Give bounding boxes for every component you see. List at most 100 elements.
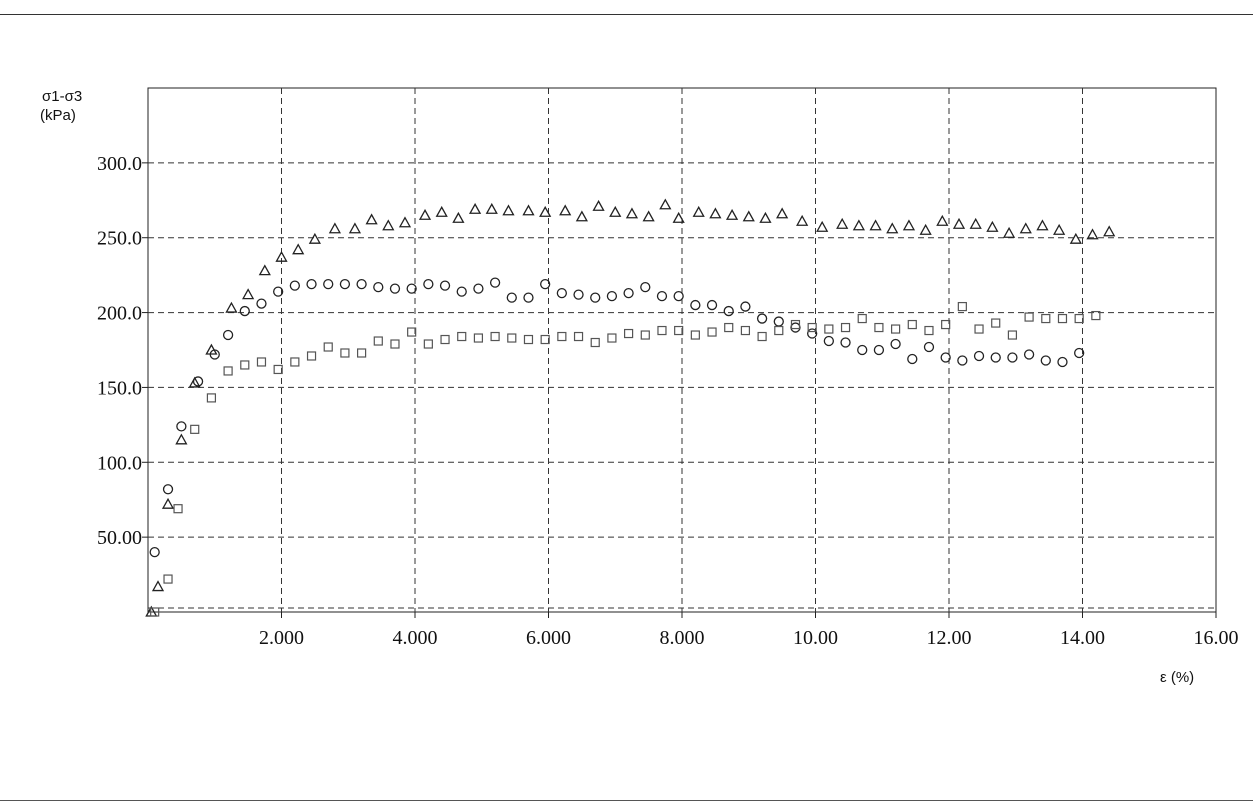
- data-point-triangle: [575, 210, 588, 222]
- data-point-square: [857, 313, 867, 324]
- data-point-square: [707, 327, 717, 337]
- data-point-triangle: [365, 213, 378, 225]
- data-point-triangle: [759, 211, 772, 223]
- data-point-circle: [339, 278, 351, 290]
- data-point-triangle: [522, 204, 535, 216]
- data-point-circle: [840, 337, 851, 348]
- data-point-square: [640, 330, 650, 340]
- data-point-triangle: [869, 219, 882, 231]
- data-point-circle: [823, 335, 834, 347]
- data-point-triangle: [642, 210, 655, 222]
- data-point-square: [173, 504, 183, 514]
- data-point-square: [540, 334, 550, 345]
- data-point-circle: [940, 352, 951, 363]
- data-point-triangle: [836, 217, 849, 229]
- x-tick-label: 6.000: [526, 627, 571, 649]
- data-point-triangle: [468, 202, 482, 214]
- data-point-square: [774, 325, 784, 336]
- data-point-triangle: [485, 202, 498, 214]
- data-point-square: [740, 325, 751, 336]
- data-point-square: [273, 364, 283, 375]
- data-point-square: [907, 319, 917, 330]
- data-point-circle: [473, 283, 484, 294]
- data-point-circle: [656, 290, 668, 302]
- x-tick-label: 16.00: [1194, 627, 1239, 649]
- data-point-triangle: [852, 219, 865, 231]
- data-point-triangle: [936, 214, 949, 226]
- data-point-triangle: [398, 216, 412, 228]
- data-point-circle: [356, 278, 367, 290]
- data-point-circle: [1007, 352, 1018, 363]
- data-point-triangle: [692, 205, 705, 217]
- data-point-circle: [423, 278, 434, 290]
- data-point-square: [340, 348, 350, 358]
- y-tick-label: 300.0: [97, 153, 142, 175]
- x-axis-label: ε (%): [1160, 669, 1194, 686]
- data-point-square: [1007, 330, 1018, 340]
- data-point-square: [757, 331, 767, 342]
- data-point-square: [674, 325, 684, 336]
- data-point-triangle: [225, 301, 238, 313]
- data-point-circle: [306, 278, 317, 290]
- data-point-triangle: [151, 580, 165, 592]
- data-point-circle: [489, 277, 501, 288]
- data-point-square: [440, 334, 450, 345]
- data-point-square: [373, 336, 383, 346]
- data-point-square: [657, 325, 667, 336]
- data-point-square: [1041, 313, 1051, 324]
- data-point-triangle: [625, 207, 639, 219]
- frame-bottom-border: [0, 800, 1253, 801]
- y-axis-ticks: 50.00 100.0 150.0 200.0 250.0 300.0: [97, 153, 148, 549]
- y-tick-label: 200.0: [97, 303, 142, 325]
- data-point-triangle: [742, 210, 755, 222]
- data-point-triangle: [725, 208, 739, 220]
- data-point-triangle: [242, 288, 255, 300]
- data-point-circle: [756, 313, 768, 324]
- data-point-circle: [790, 322, 801, 333]
- data-point-circle: [957, 355, 968, 366]
- data-point-triangle: [328, 222, 342, 234]
- x-tick-label: 2.000: [259, 627, 304, 649]
- data-point-square: [941, 319, 951, 330]
- data-point-triangle: [539, 205, 552, 217]
- data-point-circle: [506, 292, 517, 303]
- data-point-circle: [149, 546, 160, 558]
- data-point-square: [390, 339, 400, 349]
- data-point-triangle: [609, 205, 622, 217]
- data-point-circle: [389, 283, 401, 294]
- data-point-triangle: [258, 264, 271, 276]
- data-point-square: [163, 574, 173, 584]
- data-point-triangle: [1053, 223, 1066, 235]
- y-axis-label-line2: (kPa): [40, 107, 76, 124]
- data-point-square: [790, 319, 801, 330]
- data-point-circle: [289, 280, 301, 291]
- data-point-square: [607, 333, 617, 343]
- y-tick-label: 50.00: [97, 527, 142, 549]
- data-point-triangle: [816, 220, 829, 232]
- data-point-square: [974, 324, 984, 334]
- data-point-square: [290, 357, 300, 367]
- data-point-square: [557, 331, 567, 342]
- data-point-triangle: [902, 219, 916, 231]
- x-axis-ticks: 2.000 4.000 6.000 8.000 10.00 12.00 14.00 16.00: [259, 612, 1239, 649]
- data-point-triangle: [559, 204, 572, 216]
- data-point-triangle: [348, 222, 362, 234]
- data-point-circle: [556, 287, 567, 299]
- data-point-square: [256, 357, 267, 367]
- grid: [148, 88, 1216, 612]
- data-point-square: [724, 322, 734, 333]
- data-point-square: [323, 342, 333, 352]
- data-point-circle: [623, 287, 634, 299]
- data-point-circle: [523, 292, 534, 303]
- y-tick-label: 100.0: [97, 452, 142, 474]
- data-point-triangle: [952, 217, 966, 229]
- data-point-circle: [323, 278, 334, 290]
- data-point-circle: [573, 289, 584, 300]
- data-point-circle: [590, 292, 601, 303]
- data-point-square: [840, 322, 851, 333]
- data-point-circle: [1040, 355, 1051, 366]
- data-point-circle: [857, 344, 868, 356]
- data-point-square: [991, 318, 1001, 328]
